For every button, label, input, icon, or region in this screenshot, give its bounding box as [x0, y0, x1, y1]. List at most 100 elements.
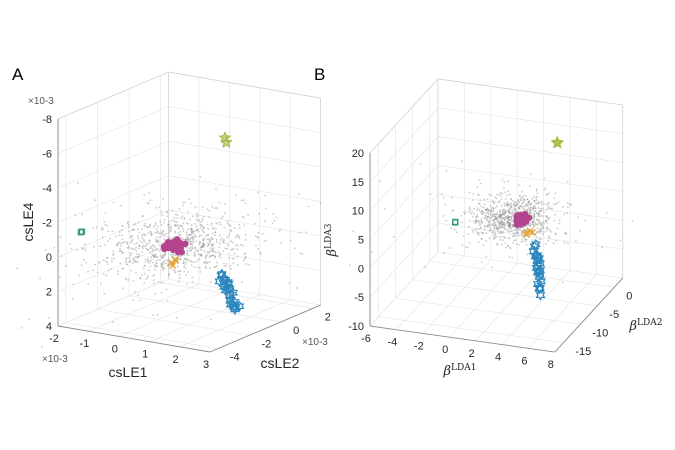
data-point-background [533, 215, 536, 218]
data-point-background [521, 196, 524, 199]
data-point-background [501, 239, 504, 242]
grid-line [57, 140, 169, 189]
data-point-background [507, 210, 510, 213]
data-point-background [529, 222, 532, 225]
data-point-background [185, 258, 188, 261]
data-point-background [473, 212, 475, 215]
grid-line [528, 274, 597, 349]
data-point-background [488, 226, 491, 229]
grid-line [412, 279, 598, 307]
data-point-background [522, 229, 524, 232]
data-point-background [198, 235, 201, 238]
data-point-background [118, 234, 121, 237]
data-point-background [542, 220, 545, 223]
data-point-background [544, 219, 547, 222]
data-point-background [526, 253, 529, 256]
data-point-background [95, 226, 98, 229]
data-point-background [126, 242, 129, 245]
data-point-background [512, 232, 515, 235]
data-point-background [527, 207, 530, 210]
data-point-magenta [176, 244, 183, 251]
data-point-background [106, 263, 109, 266]
data-point-background [223, 262, 225, 265]
data-point-background [189, 246, 192, 249]
data-point-background [507, 225, 509, 228]
data-point-background [229, 224, 232, 227]
data-point-blue [229, 303, 240, 316]
data-point-background [493, 227, 496, 229]
data-point-background [505, 218, 508, 220]
data-point-background [144, 245, 147, 248]
data-point-background [177, 228, 180, 230]
data-point-background [518, 228, 521, 231]
data-point-background [542, 233, 544, 236]
data-point-background [547, 218, 550, 221]
data-point-background [538, 210, 541, 213]
data-point-background [486, 207, 489, 210]
z-tick-label: 20 [352, 148, 364, 160]
data-point-background [501, 192, 504, 195]
z-tick-label: 4 [46, 321, 52, 333]
data-point-background [491, 223, 494, 225]
data-point-background [163, 253, 165, 256]
data-point-background [201, 229, 203, 231]
data-point-background [154, 222, 157, 224]
y-tick-label: 2 [325, 311, 331, 323]
data-point-background [130, 269, 133, 272]
data-point-background [173, 224, 176, 227]
data-point-background [178, 277, 181, 280]
data-point-background [480, 218, 483, 220]
data-point-background [529, 204, 532, 206]
data-point-background [202, 243, 205, 246]
data-point-background [190, 237, 192, 239]
data-point-background [163, 254, 166, 257]
data-point-background [230, 267, 232, 270]
data-point-background [509, 222, 512, 225]
data-point-background [106, 256, 109, 259]
data-point-background [479, 227, 482, 229]
data-point-background [504, 224, 506, 227]
box-edge [437, 78, 623, 106]
data-point-background [184, 239, 187, 241]
data-point-background [506, 214, 509, 217]
data-point-background [92, 245, 95, 248]
data-point-background [191, 236, 194, 239]
data-point-background [124, 258, 127, 261]
data-point-background [195, 218, 198, 221]
data-point-background [134, 223, 137, 225]
data-point-background [149, 247, 152, 250]
data-point-background [496, 243, 499, 246]
data-point-background [137, 220, 140, 223]
data-point-background [215, 188, 217, 191]
data-point-background [541, 200, 544, 203]
data-point-background [244, 257, 247, 260]
data-point-background [540, 224, 543, 226]
data-point-background [499, 236, 501, 239]
y-tick-label: -4 [230, 352, 240, 364]
data-point-background [168, 223, 170, 226]
data-point-background [219, 242, 221, 245]
panel-label-a: A [12, 65, 24, 84]
y-axis-line [209, 304, 321, 353]
data-point-background [121, 241, 124, 244]
data-point-background [528, 223, 531, 226]
data-point-background [189, 227, 192, 230]
data-point-background [200, 254, 203, 256]
data-point-background [263, 220, 266, 222]
data-point-background [162, 267, 165, 270]
x-axis-label-superscript: LDA1 [451, 363, 476, 373]
data-point-background [512, 224, 514, 226]
data-point-background [478, 222, 480, 224]
data-point-background [501, 212, 504, 215]
data-point-background [518, 201, 521, 203]
data-point-background [533, 205, 536, 208]
data-point-background [533, 195, 535, 198]
data-point-blue [535, 289, 546, 301]
data-point-background [540, 230, 543, 233]
data-point-background [208, 244, 210, 247]
data-point-background [136, 294, 139, 297]
data-point-background [118, 231, 121, 233]
data-point-background [485, 255, 488, 258]
data-point-background [229, 264, 232, 267]
data-point-background [524, 238, 527, 241]
